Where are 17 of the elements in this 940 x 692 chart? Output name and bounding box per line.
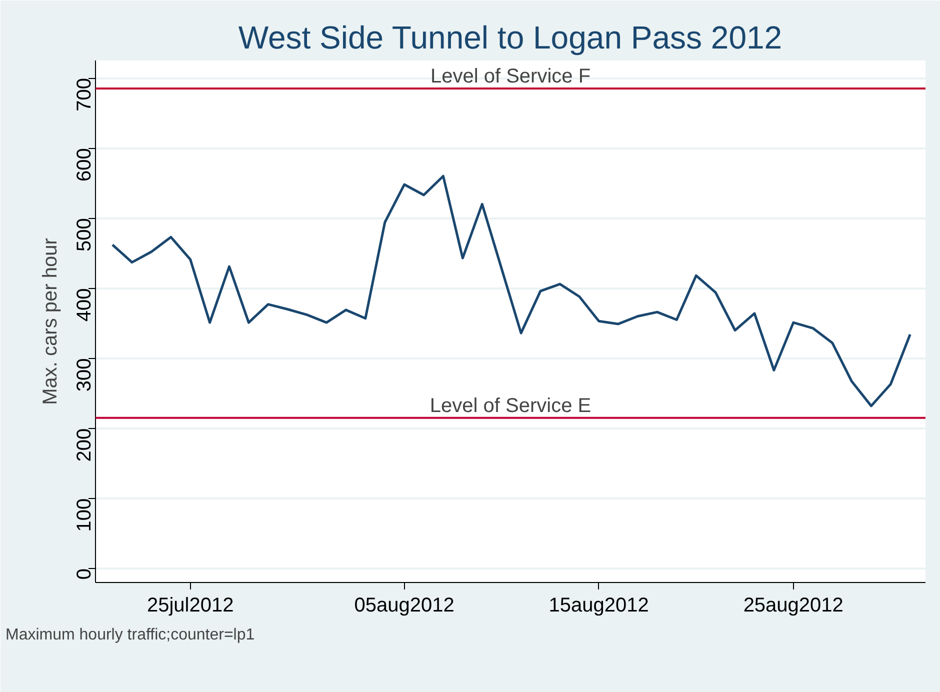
y-tick-label: 300 (74, 358, 96, 392)
x-tick-label: 05aug2012 (354, 594, 454, 616)
x-tick-label: 25jul2012 (146, 594, 234, 616)
chart-title: West Side Tunnel to Logan Pass 2012 (238, 20, 782, 56)
x-tick-label: 25aug2012 (743, 594, 844, 616)
y-tick-label: 700 (74, 78, 96, 112)
x-tick-label: 15aug2012 (548, 594, 649, 616)
y-tick-label: 400 (74, 288, 96, 322)
y-tick-label: 500 (74, 218, 96, 252)
ref-line-label: Level of Service F (430, 66, 591, 88)
y-tick-label: 600 (74, 148, 96, 182)
y-tick-label: 200 (74, 428, 96, 462)
ref-line-label: Level of Service E (430, 394, 592, 417)
text: Maximum hourly traffic;counter=lp1 (6, 626, 255, 644)
y-tick-label: 100 (74, 498, 96, 532)
y-tick-label: 0 (74, 568, 96, 580)
y-axis-title: Max. cars per hour (40, 238, 62, 405)
